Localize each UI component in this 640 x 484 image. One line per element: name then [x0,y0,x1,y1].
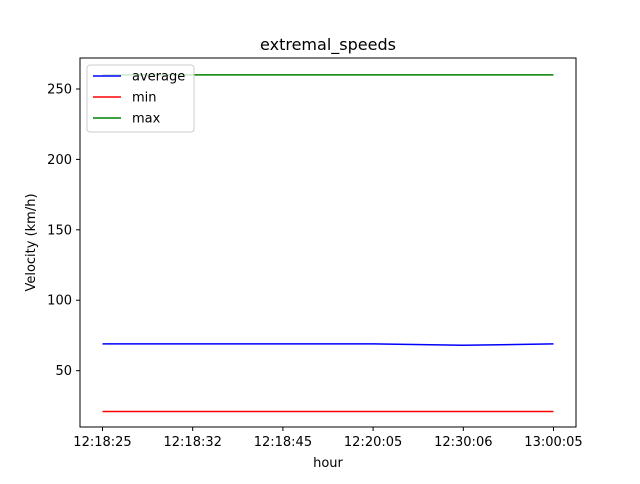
legend: average min max [86,64,195,133]
y-axis-ticks: 50 100 150 200 250 [47,82,80,379]
legend-label-average: average [132,70,185,85]
y-tick-label: 150 [47,223,72,238]
x-axis-ticks: 12:18:25 12:18:32 12:18:45 12:20:05 12:30:06… [73,427,583,450]
legend-label-min: min [132,91,157,106]
y-tick-label: 200 [47,153,72,168]
y-tick-label: 50 [55,364,72,379]
x-tick-label: 12:18:32 [164,435,222,450]
y-axis-label: Velocity (km/h) [24,193,39,291]
legend-box [86,64,195,133]
x-tick-label: 12:18:45 [254,435,312,450]
chart-title: extremal_speeds [260,35,396,55]
x-axis-label: hour [313,456,343,471]
x-tick-label: 12:30:06 [434,435,492,450]
x-tick-label: 12:20:05 [344,435,402,450]
y-tick-label: 250 [47,82,72,97]
series-line-average [102,343,554,347]
x-tick-label: 13:00:05 [524,435,582,450]
y-tick-label: 100 [47,294,72,309]
x-tick-label: 12:18:25 [73,435,131,450]
legend-label-max: max [132,112,161,127]
plot-frame [79,57,577,428]
